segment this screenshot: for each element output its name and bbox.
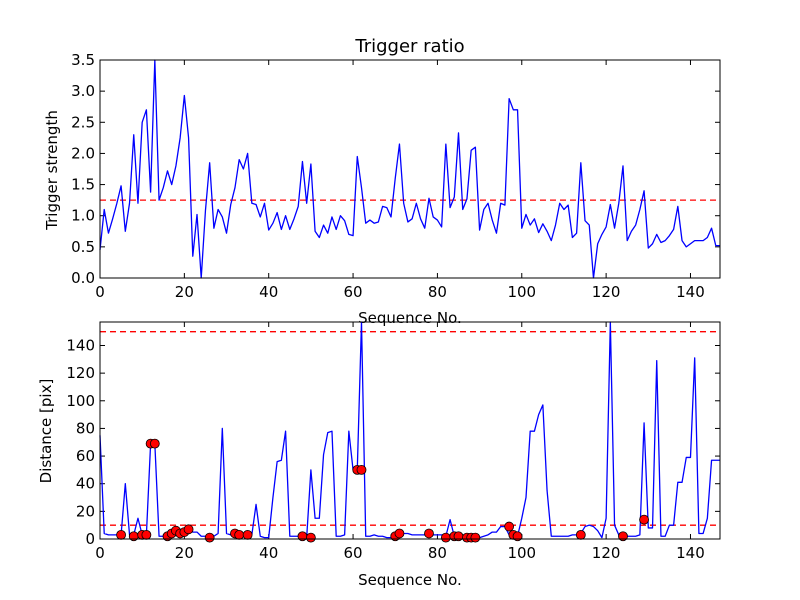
axes-frame [99,321,721,540]
x-tick-label: 0 [95,544,105,562]
x-tick-label: 100 [507,283,536,301]
x-tick-label: 60 [344,544,363,562]
data-point-marker [512,531,523,542]
data-point-marker [470,532,481,543]
x-axis-label: Sequence No. [358,571,462,589]
x-tick-label: 40 [259,283,278,301]
y-tick-label: 20 [76,502,95,520]
x-tick-label: 80 [428,544,447,562]
data-point-marker [204,532,215,543]
data-point-marker [356,464,367,475]
x-tick-label: 120 [592,283,621,301]
y-tick-label: 100 [66,392,95,410]
y-tick-label: 80 [76,419,95,437]
y-tick-label: 0 [85,530,95,548]
series-line [99,59,720,279]
y-tick-label: 120 [66,364,95,382]
y-tick-label: 2.5 [71,113,95,131]
y-tick-label: 60 [76,447,95,465]
y-tick-label: 1.5 [71,176,95,194]
chart-title: Trigger ratio [354,36,464,57]
y-tick-label: 2.0 [71,144,95,162]
x-axis-label: Sequence No. [358,309,462,327]
chart-ticks: 0 20 40 60 80 100 120 140 0 20 40 60 80 100 120 140 [66,322,720,562]
data-point-marker [116,529,126,540]
data-point-marker [234,529,245,540]
x-tick-label: 20 [175,283,194,301]
data-point-marker [394,528,405,539]
data-point-marker [183,524,194,535]
data-point-marker [639,514,649,525]
y-axis-label: Distance [pix] [37,379,55,484]
x-tick-label: 80 [428,283,447,301]
x-tick-label: 140 [676,544,705,562]
y-tick-label: 140 [66,336,95,354]
data-point-marker [424,528,434,539]
y-tick-label: 3.0 [71,82,95,100]
plot-area [99,59,720,279]
y-tick-label: 3.5 [71,51,95,69]
y-tick-label: 0.0 [71,269,95,287]
data-point-marker [242,529,253,540]
data-point-marker [149,438,160,449]
trigger-ratio-chart: Trigger ratio Trigger strength Sequence … [43,36,721,327]
data-point-marker [141,529,152,540]
x-tick-label: 40 [259,544,278,562]
y-tick-label: 0.5 [71,238,95,256]
y-tick-label: 1.0 [71,207,95,225]
y-tick-label: 40 [76,475,95,493]
data-point-marker [440,532,451,543]
x-tick-label: 0 [95,283,105,301]
axes-frame [99,59,721,279]
x-tick-label: 140 [676,283,705,301]
chart-ticks: 0 20 40 60 80 100 120 140 0.0 0.5 1.0 1.5 2.0 2.5 3.0 3… [71,51,720,301]
data-point-marker [618,531,628,542]
data-point-marker [305,532,316,543]
series-line [99,321,720,539]
x-tick-label: 60 [344,283,363,301]
y-axis-label: Trigger strength [43,110,61,231]
x-tick-label: 120 [592,544,621,562]
data-point-marker [575,529,586,540]
distance-chart: Distance [pix] Sequence No. 0 20 40 60 80 100… [37,321,721,589]
x-tick-label: 100 [507,544,536,562]
x-tick-label: 20 [175,544,194,562]
data-point-marker [504,521,515,532]
